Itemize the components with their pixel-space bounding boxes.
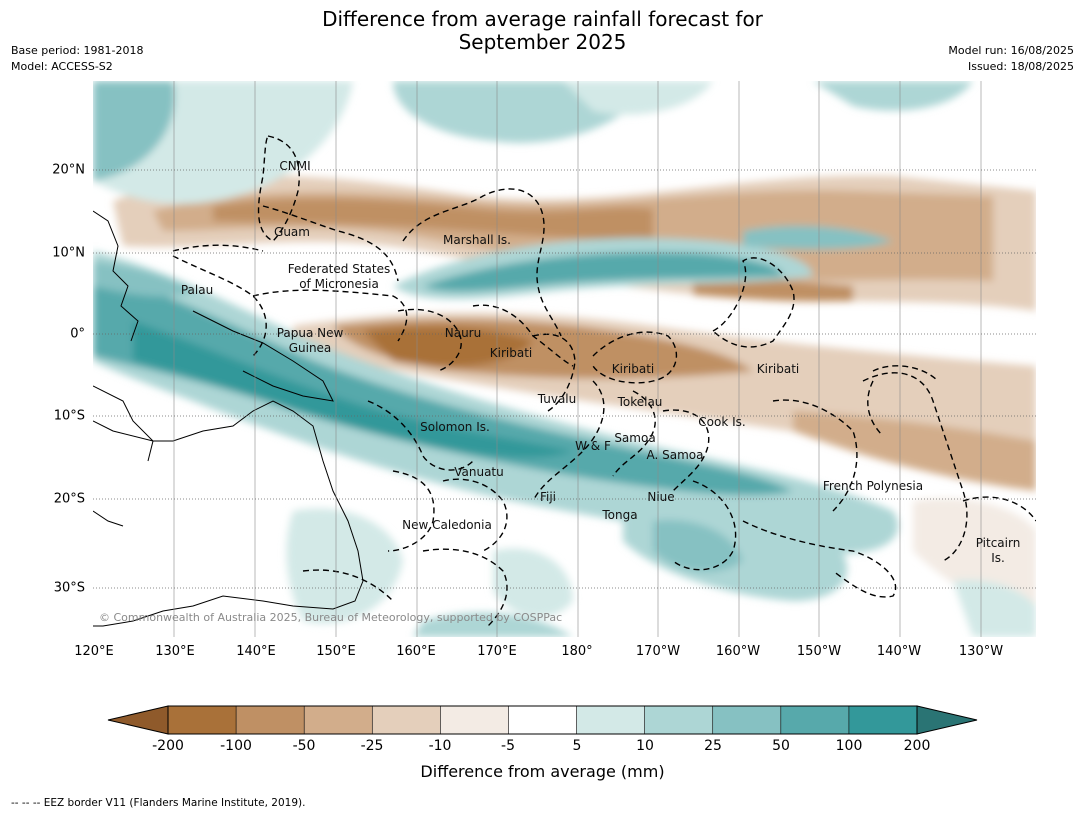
colorbar-label: 200 [903, 738, 931, 754]
region-fsm-line-2: of Micronesia [299, 277, 379, 291]
region-guam: Guam [274, 225, 310, 239]
colorbar-label: -5 [501, 738, 515, 754]
model-run: Model run: 16/08/2025 [948, 44, 1074, 57]
model-name: Model: ACCESS-S2 [11, 60, 113, 73]
region-png-line-2: Guinea [289, 341, 332, 355]
rainfall-map: CNMI Guam Marshall Is. Federated States … [93, 81, 1036, 637]
colorbar-cell [576, 705, 646, 735]
colorbar-label: 100 [835, 738, 863, 754]
region-wallis-futuna: W & F [575, 439, 611, 453]
region-kiribati-central: Kiribati [612, 362, 654, 376]
region-kiribati-west: Kiribati [490, 346, 532, 360]
colorbar-cell [371, 705, 442, 735]
lat-label-10n: 10°N [52, 245, 85, 261]
lon-label-140e: 140°E [236, 644, 276, 659]
region-tonga: Tonga [601, 508, 637, 522]
region-tokelau: Tokelau [617, 395, 663, 409]
lon-label-160w: 160°W [715, 644, 761, 659]
meta-left: Base period: 1981-2018 Model: ACCESS-S2 [11, 43, 143, 75]
lon-label-130w: 130°W [958, 644, 1004, 659]
lon-label-150e: 150°E [316, 644, 356, 659]
colorbar-label: 50 [772, 738, 790, 754]
region-nauru: Nauru [445, 326, 481, 340]
footnote: -- -- -- EEZ border V11 (Flanders Marine… [11, 797, 306, 809]
colorbar-cell [712, 705, 782, 735]
colorbar-label: 5 [572, 738, 582, 754]
lat-label-20s: 20°S [53, 491, 85, 507]
region-solomon-islands: Solomon Is. [420, 420, 490, 434]
colorbar-label: -10 [428, 738, 452, 754]
copyright-notice: © Commonwealth of Australia 2025, Bureau… [99, 611, 562, 624]
lat-label-10s: 10°S [53, 408, 85, 424]
colorbar-title: Difference from average (mm) [420, 762, 665, 781]
region-vanuatu: Vanuatu [454, 465, 504, 479]
colorbar-cell [235, 705, 305, 735]
lon-label-150w: 150°W [796, 644, 842, 659]
region-palau: Palau [181, 283, 213, 297]
issued-date: Issued: 18/08/2025 [967, 60, 1074, 73]
colorbar-label: 25 [704, 738, 722, 754]
lat-label-0: 0° [70, 326, 85, 342]
colorbar-extension-low [107, 705, 169, 735]
colorbar-frame [167, 705, 918, 735]
colorbar-label: -200 [152, 738, 184, 754]
lon-label-180: 180° [561, 644, 593, 659]
lon-label-120e: 120°E [74, 644, 114, 659]
region-pitcairn-line-2: Is. [991, 551, 1005, 565]
lat-label-20n: 20°N [52, 162, 85, 178]
base-period: Base period: 1981-2018 [11, 44, 144, 57]
colorbar-cell [644, 705, 714, 735]
title-line-2: September 2025 [458, 30, 627, 54]
lon-label-160e: 160°E [396, 644, 436, 659]
colorbar-extension-high [916, 705, 978, 735]
title-line-1: Difference from average rainfall forecas… [322, 7, 763, 31]
colorbar-label: 10 [636, 738, 654, 754]
region-marshall-islands: Marshall Is. [443, 233, 511, 247]
colorbar-cell [508, 705, 578, 735]
colorbar-label: -25 [360, 738, 384, 754]
region-kiribati-east: Kiribati [757, 362, 799, 376]
colorbar-cell [167, 705, 237, 735]
colorbar-cell [848, 705, 918, 735]
meta-right: Model run: 16/08/2025 Issued: 18/08/2025 [948, 43, 1074, 75]
lon-label-140w: 140°W [876, 644, 922, 659]
colorbar-cell [440, 705, 510, 735]
lon-label-170w: 170°W [635, 644, 681, 659]
region-american-samoa: A. Samoa [647, 448, 704, 462]
region-png-line-1: Papua New [277, 326, 344, 340]
region-french-polynesia: French Polynesia [823, 479, 923, 493]
region-pitcairn-line-1: Pitcairn [976, 536, 1021, 550]
region-new-caledonia: New Caledonia [402, 518, 492, 532]
colorbar-label: -100 [220, 738, 252, 754]
lat-label-30s: 30°S [53, 580, 85, 596]
colorbar-cell [303, 705, 374, 735]
lon-label-170e: 170°E [477, 644, 517, 659]
region-tuvalu: Tuvalu [537, 392, 577, 406]
region-samoa: Samoa [614, 431, 655, 445]
colorbar [107, 705, 978, 735]
region-cnmi: CNMI [279, 159, 310, 173]
region-fsm-line-1: Federated States [288, 262, 390, 276]
region-cook-islands: Cook Is. [698, 415, 745, 429]
lon-label-130e: 130°E [155, 644, 195, 659]
colorbar-cell [780, 705, 850, 735]
map-title: Difference from average rainfall forecas… [0, 8, 1085, 54]
colorbar-label: -50 [292, 738, 316, 754]
region-fiji: Fiji [540, 490, 556, 504]
region-niue: Niue [647, 490, 674, 504]
